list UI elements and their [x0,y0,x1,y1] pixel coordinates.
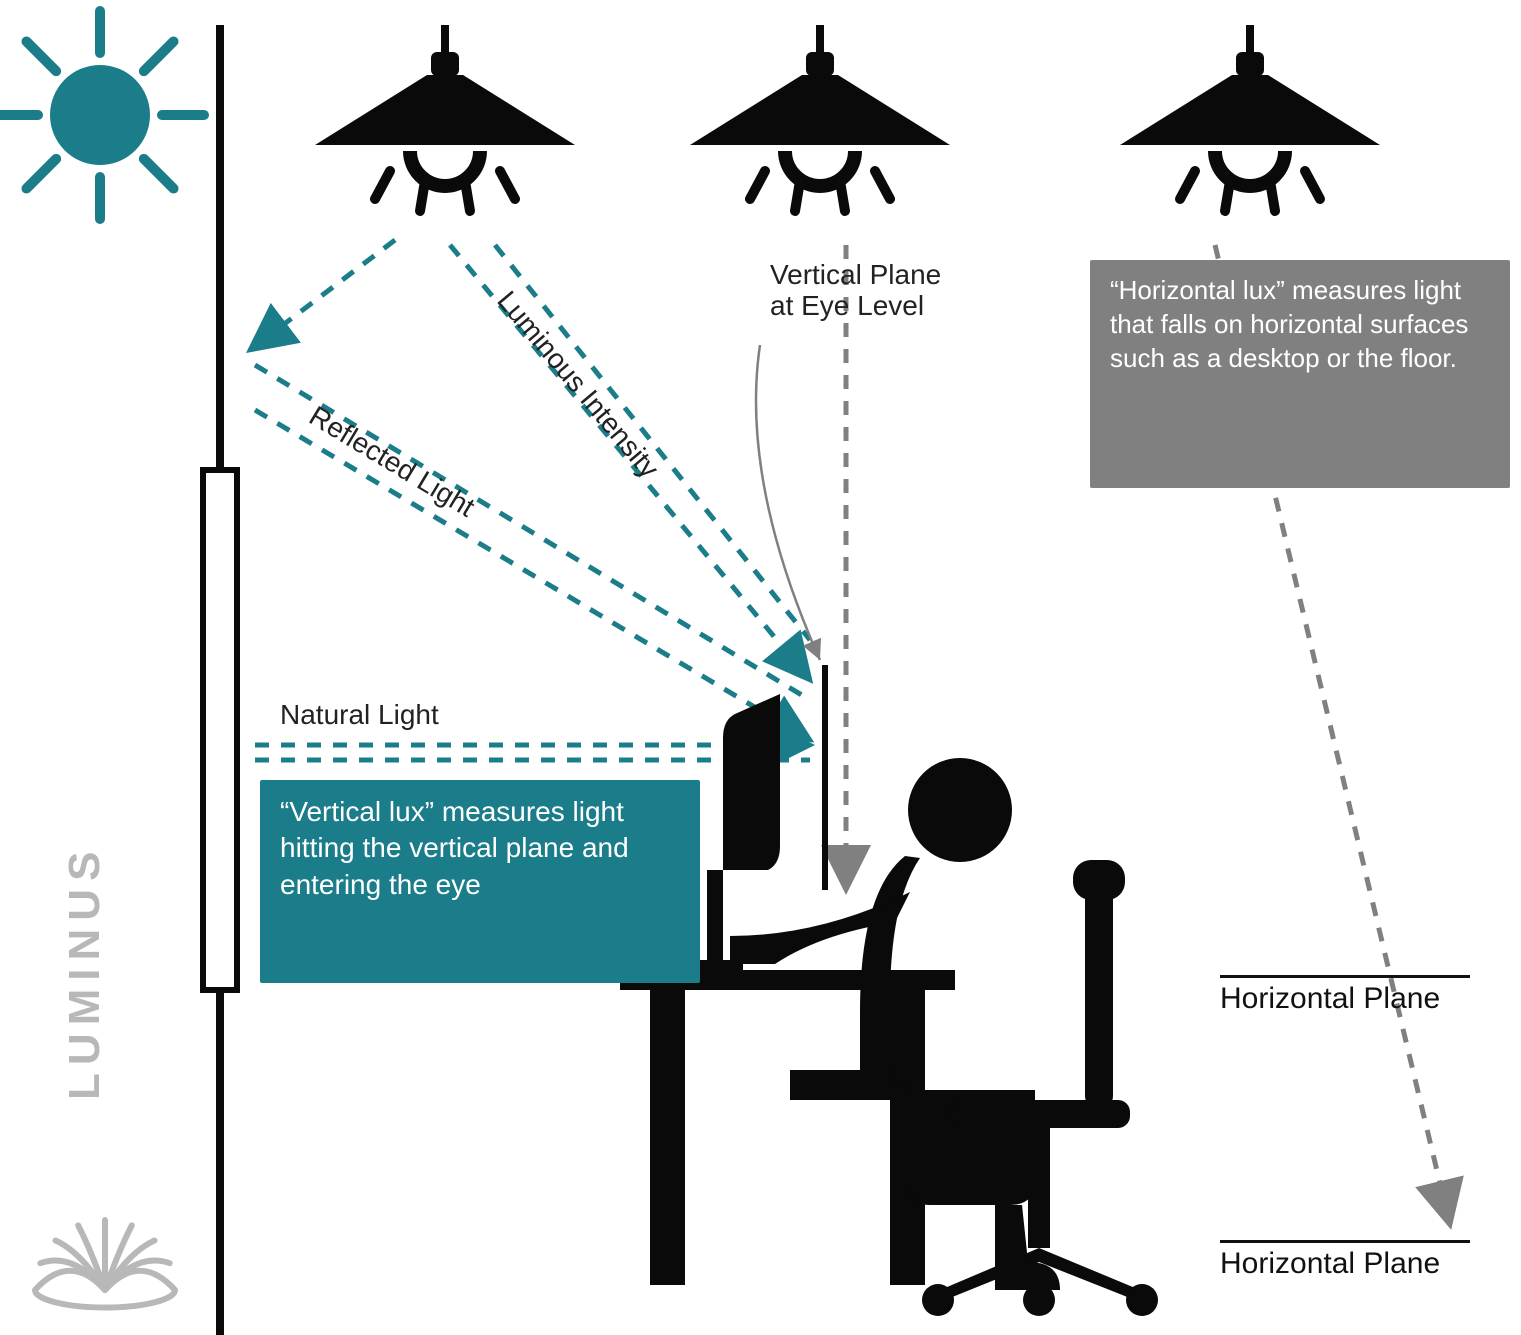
label-natural-light: Natural Light [280,700,439,731]
label-vertical-plane: Vertical Plane at Eye Level [770,260,941,322]
diagram-stage: Luminous Intensity Reflected Light Natur… [0,0,1521,1335]
label-reflected-light: Reflected Light [304,400,481,524]
label-horizontal-plane-1: Horizontal Plane [1220,975,1470,1016]
brand-text: LUMINUS [60,844,110,1100]
vector-layer [0,0,1521,1335]
callout-vertical-lux: “Vertical lux” measures light hitting th… [260,780,700,983]
label-luminous-intensity: Luminous Intensity [490,285,665,484]
label-horizontal-plane-2: Horizontal Plane [1220,1240,1470,1281]
callout-horizontal-lux: “Horizontal lux” measures light that fal… [1090,260,1510,488]
